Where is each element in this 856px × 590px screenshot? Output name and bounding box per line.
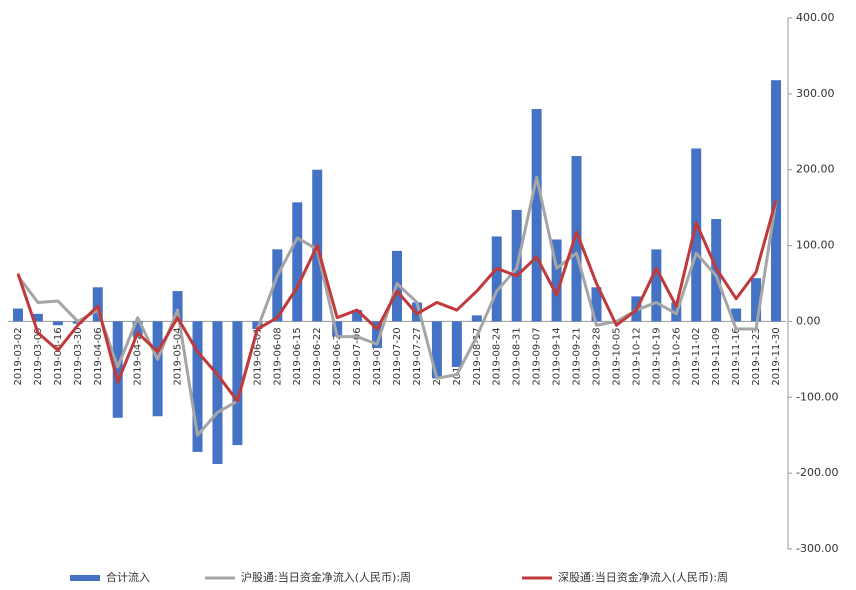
y-tick-label: 200.00 bbox=[796, 163, 835, 176]
y-tick-label: 300.00 bbox=[796, 87, 835, 100]
x-tick-label: 2019-07-13 bbox=[372, 327, 383, 385]
y-tick-label: 100.00 bbox=[796, 239, 835, 252]
bar bbox=[132, 321, 143, 337]
x-tick-label: 2019-11-02 bbox=[691, 327, 702, 385]
x-tick-label: 2019-06-01 bbox=[252, 327, 263, 385]
x-tick-label: 2019-11-30 bbox=[771, 327, 782, 385]
x-tick-label: 2019-07-20 bbox=[392, 327, 403, 385]
x-tick-label: 2019-08-31 bbox=[512, 327, 523, 385]
bar bbox=[591, 287, 602, 322]
bar bbox=[372, 321, 383, 348]
x-tick-label: 2019-09-07 bbox=[532, 327, 543, 385]
x-tick-label: 2019-06-29 bbox=[332, 327, 343, 385]
bar bbox=[571, 156, 582, 322]
y-tick-label: -200.00 bbox=[796, 466, 838, 479]
x-tick-label: 2019-09-28 bbox=[591, 327, 602, 385]
x-tick-label: 2019-10-26 bbox=[671, 327, 682, 385]
x-tick-label: 2019-04-06 bbox=[93, 327, 104, 385]
x-tick-label: 2019-08-24 bbox=[492, 327, 503, 385]
x-tick-label: 2019-06-22 bbox=[312, 327, 323, 385]
bar bbox=[332, 321, 343, 337]
legend-label: 深股通:当日资金净流入(人民币):周 bbox=[558, 570, 728, 584]
line bbox=[16, 175, 778, 437]
bar bbox=[731, 308, 742, 322]
x-tick-label: 2019-11-16 bbox=[731, 327, 742, 385]
bar bbox=[292, 202, 303, 322]
bar bbox=[551, 239, 562, 322]
bar bbox=[651, 249, 662, 322]
bar bbox=[531, 109, 542, 322]
bar bbox=[32, 313, 43, 322]
bar bbox=[212, 321, 223, 465]
x-tick-label: 2019-10-12 bbox=[631, 327, 642, 385]
x-tick-label: 2019-08-17 bbox=[472, 327, 483, 385]
x-tick-label: 2019-10-19 bbox=[651, 327, 662, 385]
bar bbox=[471, 315, 482, 322]
bar bbox=[232, 321, 243, 446]
x-tick-label: 2019-09-14 bbox=[552, 327, 563, 385]
bar bbox=[92, 287, 103, 322]
bar bbox=[152, 321, 163, 417]
x-tick-label: 2019-09-21 bbox=[572, 327, 583, 385]
legend-label: 合计流入 bbox=[106, 570, 150, 584]
x-tick-label: 2019-06-15 bbox=[292, 327, 303, 385]
bar bbox=[451, 321, 462, 367]
bar bbox=[12, 308, 23, 322]
bar bbox=[172, 291, 183, 322]
bar bbox=[491, 236, 502, 322]
bar bbox=[272, 249, 283, 322]
bar bbox=[192, 321, 203, 452]
y-tick-label: 400.00 bbox=[796, 11, 835, 24]
line bbox=[16, 199, 778, 403]
x-tick-label: 2019-03-09 bbox=[33, 327, 44, 385]
bar bbox=[431, 321, 442, 379]
x-tick-label: 2019-10-05 bbox=[611, 327, 622, 385]
x-tick-label: 2019-11-23 bbox=[751, 327, 762, 385]
x-tick-label: 2019-05-04 bbox=[173, 327, 184, 385]
bar bbox=[52, 321, 63, 326]
x-tick-label: 2019-04-20 bbox=[133, 327, 144, 385]
x-tick-label: 2019-06-08 bbox=[272, 327, 283, 385]
x-tick-label: 2019-03-16 bbox=[53, 327, 64, 385]
x-tick-label: 2019-11-09 bbox=[711, 327, 722, 385]
legend-swatch bbox=[70, 575, 100, 581]
bar bbox=[691, 148, 702, 322]
legend-label: 沪股通:当日资金净流入(人民币):周 bbox=[241, 570, 411, 584]
bar bbox=[112, 321, 123, 418]
x-tick-label: 2019-07-27 bbox=[412, 327, 423, 385]
bar bbox=[751, 278, 762, 322]
y-tick-label: -100.00 bbox=[796, 390, 838, 403]
y-tick-label: -300.00 bbox=[796, 542, 838, 555]
x-tick-label: 2019-03-30 bbox=[73, 327, 84, 385]
x-tick-label: 2019-03-02 bbox=[13, 327, 24, 385]
y-tick-label: 0.00 bbox=[796, 314, 821, 327]
bar bbox=[352, 310, 363, 322]
x-tick-label: 2019-07-06 bbox=[352, 327, 363, 385]
